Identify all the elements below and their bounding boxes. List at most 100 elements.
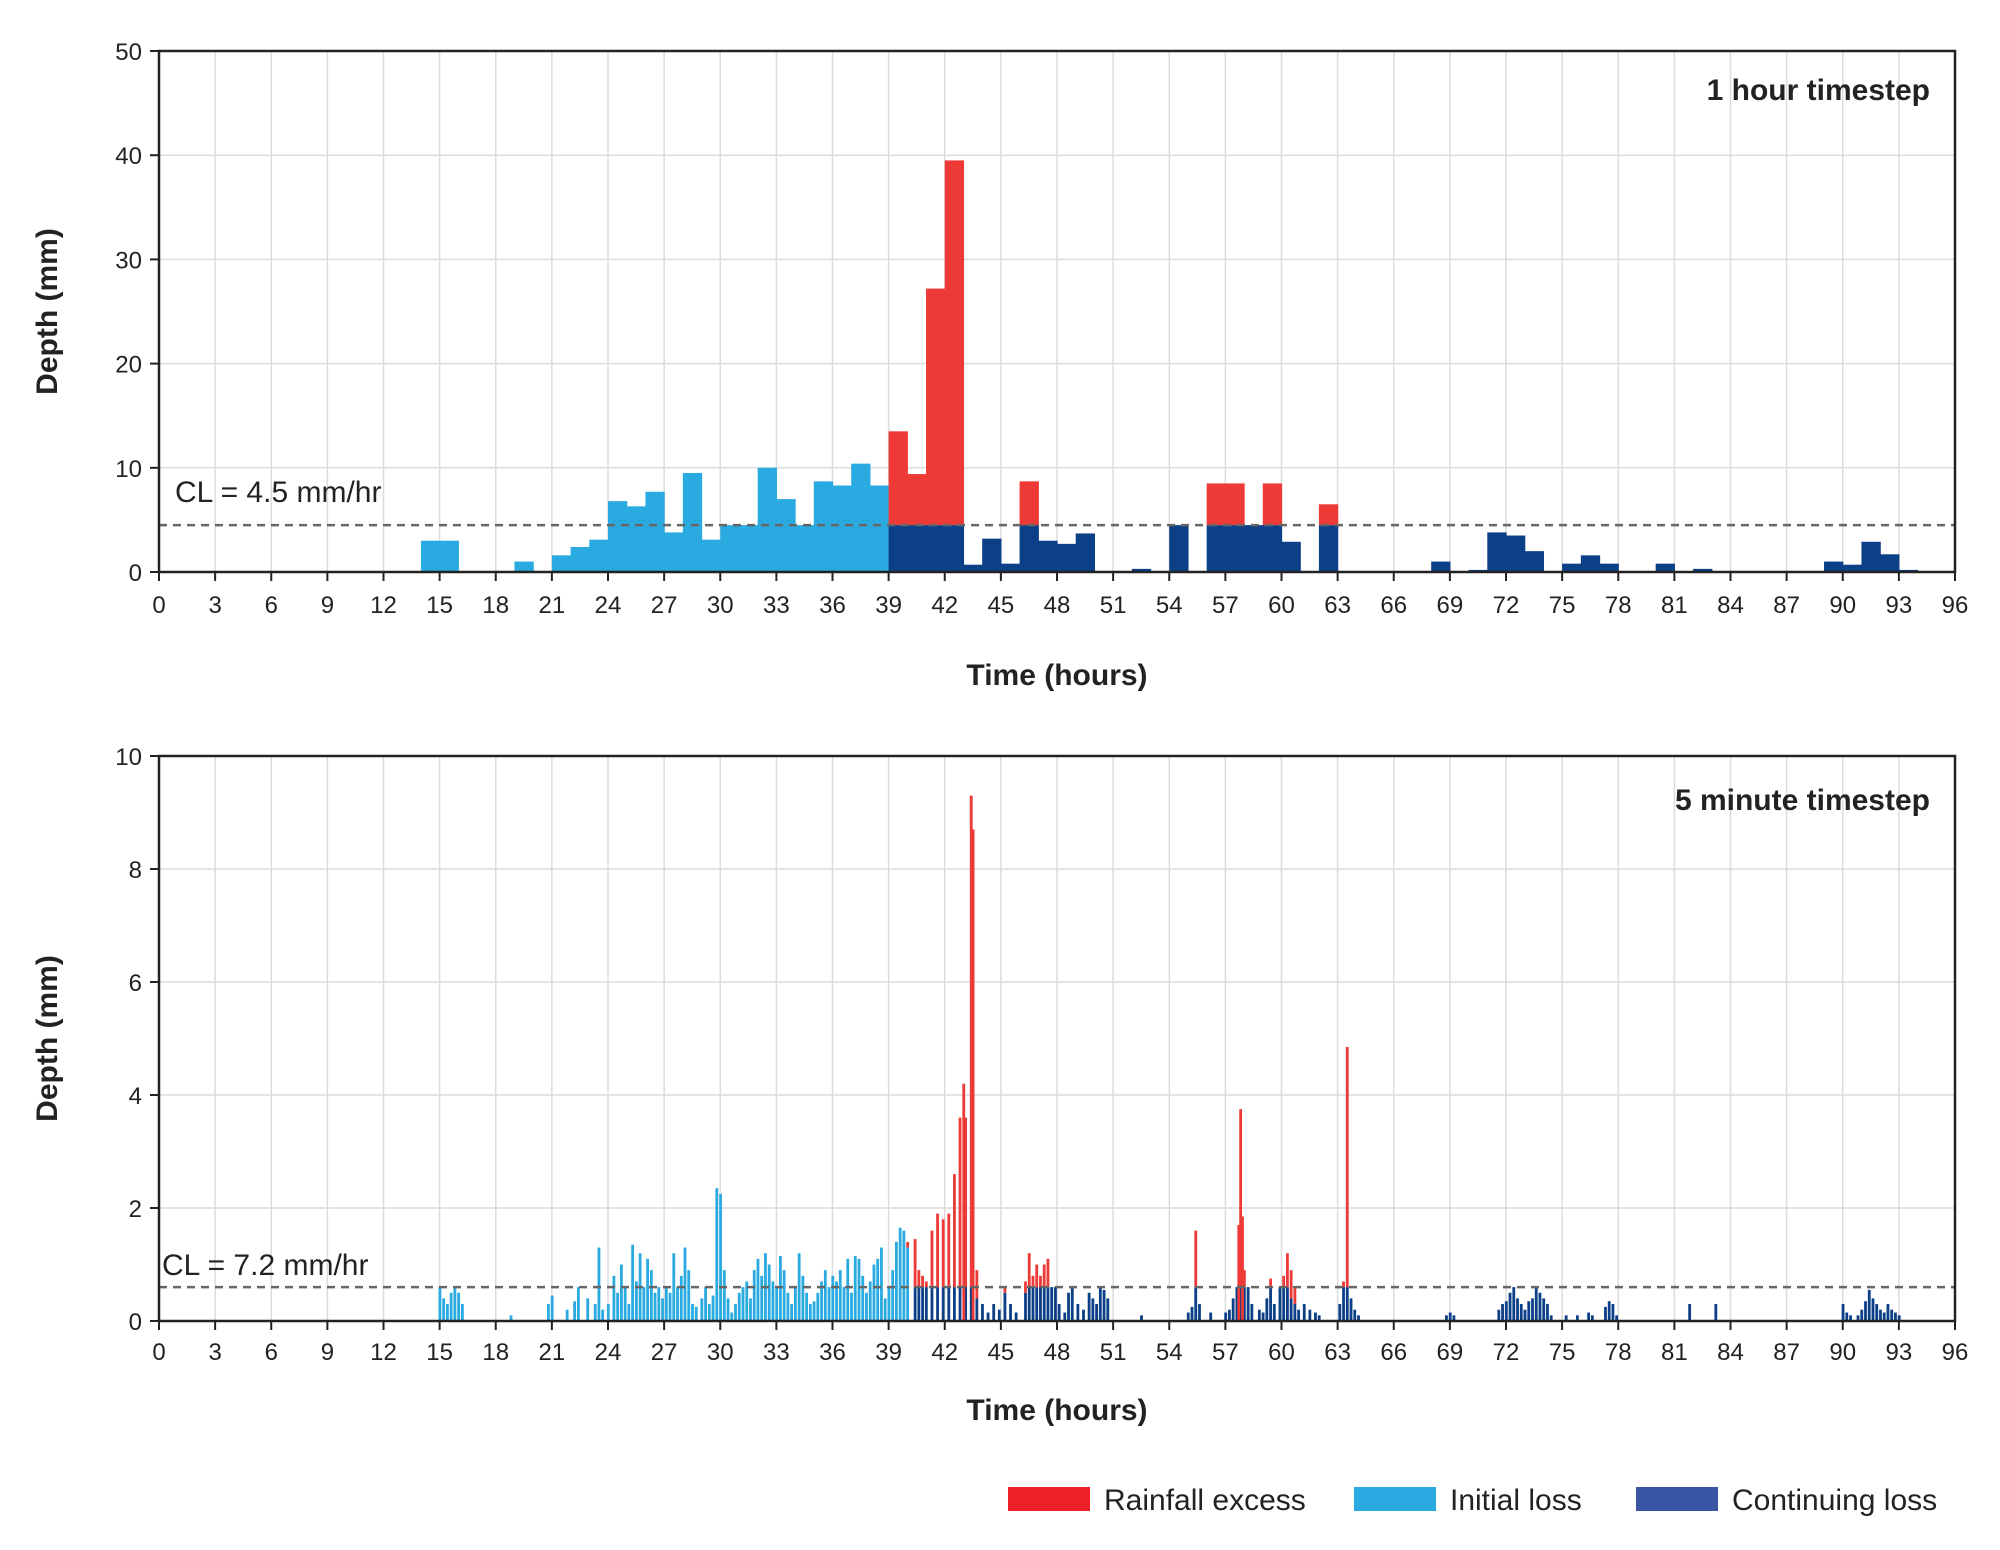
bar-continuing [930,1287,934,1321]
x-tick-label: 66 [1380,592,1407,619]
bar-continuing [1527,1301,1531,1321]
bar-excess [1225,483,1245,526]
legend-label-continuing-loss: Continuing loss [1732,1484,1937,1517]
bar-continuing [924,1287,928,1321]
bar-continuing [1046,1287,1050,1321]
bar-initial [738,525,759,572]
bar-initial [453,1287,457,1321]
bar-initial [823,1270,827,1321]
bar-continuing [1688,1304,1692,1321]
bar-initial [745,1281,749,1321]
bar-continuing [1250,1304,1254,1321]
bar-continuing [1452,1315,1456,1321]
x-tick-label: 0 [152,1339,165,1366]
y-tick-label: 2 [129,1196,142,1223]
legend: Rainfall excess Initial loss Continuing … [1008,1484,1937,1517]
bar-initial [573,1301,577,1321]
bar-continuing [1076,1304,1080,1321]
bar-excess [953,1174,956,1288]
bar-excess [964,1117,968,1288]
bar-initial [797,1253,801,1321]
bar-continuing [1057,543,1077,572]
cl-label: CL = 7.2 mm/hr [162,1249,368,1282]
bar-initial [779,1256,782,1321]
bar-excess [958,1117,962,1288]
bar-continuing [921,1287,924,1321]
bar-continuing [1257,1309,1261,1321]
x-axis-label: Time (hours) [966,1394,1147,1427]
bar-initial [627,1304,631,1321]
bar-continuing [964,1287,968,1321]
bar-initial [767,1264,771,1321]
bar-excess [1239,1109,1243,1288]
bar-continuing [1070,1287,1074,1321]
bar-excess [1206,483,1226,526]
bar-continuing [1228,1309,1231,1321]
bar-continuing [1289,1298,1293,1321]
bar-initial [679,1275,683,1321]
bar-excess [947,1213,951,1288]
bar-continuing [1067,1292,1070,1321]
y-tick-label: 30 [115,247,142,274]
bar-excess [1035,1264,1039,1288]
bar-initial [883,1298,887,1321]
bar-continuing [963,564,983,572]
bar-initial [576,1287,580,1321]
bar-initial [707,1304,711,1321]
bar-initial [827,1287,831,1321]
y-tick-label: 0 [129,560,142,587]
bar-initial [808,1304,812,1321]
bar-continuing [917,1287,921,1321]
x-tick-label: 3 [208,1339,221,1366]
bar-excess [1318,504,1339,526]
bar-continuing [1338,1304,1342,1321]
bar-initial [691,1304,694,1321]
bar-continuing [1198,1304,1201,1321]
bar-continuing [1353,1309,1357,1321]
bar-excess [1039,1275,1042,1288]
bar-initial [700,1298,704,1321]
bar-initial [853,1256,857,1321]
bar-initial [832,485,852,572]
x-tick-label: 84 [1717,1339,1744,1366]
bar-initial [857,1258,861,1321]
bar-initial [861,1275,865,1321]
bar-continuing [1269,1287,1272,1321]
bar-initial [687,1270,691,1321]
bar-initial [868,1281,872,1321]
x-tick-label: 51 [1100,592,1127,619]
bar-excess [1293,1287,1297,1305]
bar-continuing [1095,1304,1098,1321]
bar-continuing [1054,1287,1057,1321]
bar-initial [694,1306,698,1321]
bar-initial [550,1295,554,1321]
bar-initial [898,1227,902,1321]
bar-continuing [1261,1312,1265,1321]
bar-initial [589,539,609,572]
bar-continuing [1186,1312,1190,1321]
x-tick-label: 81 [1661,1339,1688,1366]
bar-continuing [1027,1287,1031,1321]
legend-label-initial-loss: Initial loss [1450,1484,1582,1517]
x-tick-label: 30 [707,592,734,619]
bar-continuing [1293,1304,1297,1321]
bar-continuing [1546,1304,1549,1321]
bar-initial [835,1281,838,1321]
x-tick-label: 9 [321,1339,334,1366]
bar-continuing [1655,563,1675,572]
bar-continuing [1224,1312,1228,1321]
bar-excess [1237,1224,1241,1321]
bar-initial [760,1275,764,1321]
x-tick-label: 72 [1493,1339,1520,1366]
x-tick-label: 48 [1044,1339,1071,1366]
bar-excess [924,1281,928,1288]
x-tick-label: 12 [370,1339,397,1366]
bar-continuing [1875,1304,1879,1321]
bar-continuing [1714,1304,1718,1321]
bar-initial [880,1247,883,1321]
bar-continuing [1009,1304,1012,1321]
x-tick-label: 39 [875,1339,902,1366]
bar-initial [775,1287,779,1321]
bar-initial [668,1292,672,1321]
legend-swatch-initial-loss [1354,1487,1436,1511]
